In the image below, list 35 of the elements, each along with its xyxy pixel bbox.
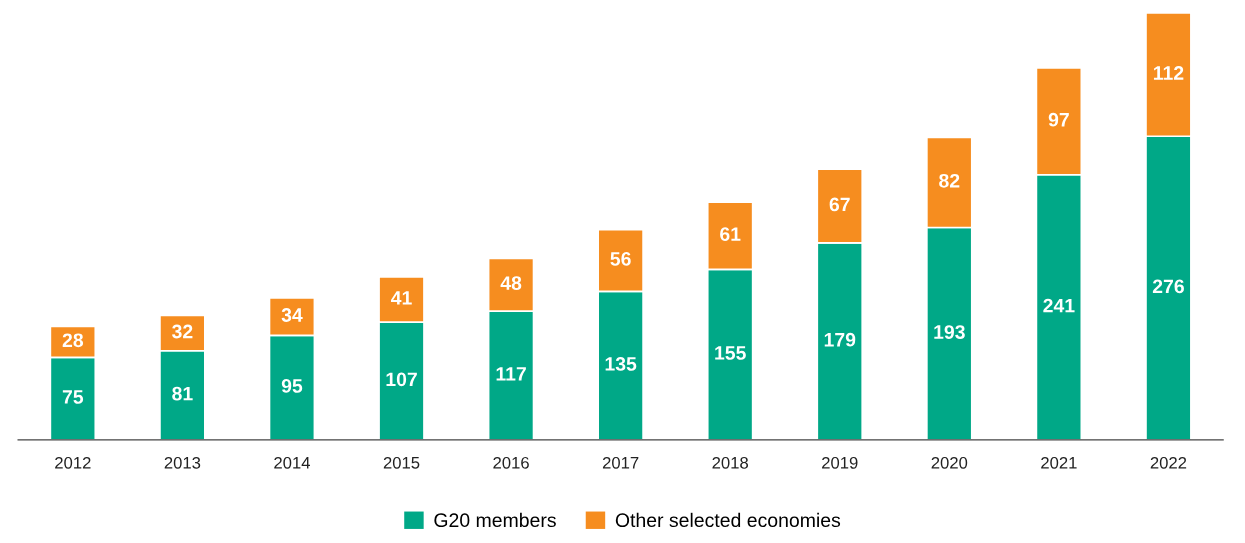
data-label: 107	[386, 372, 417, 387]
data-label: 75	[62, 390, 84, 404]
x-tick-label: 2017	[602, 456, 639, 469]
data-label: 48	[500, 276, 522, 290]
legend-label: G20 members	[434, 512, 556, 528]
data-label: 95	[281, 379, 303, 393]
data-label: 32	[172, 324, 193, 339]
data-label: 28	[62, 333, 84, 348]
x-tick-label: 2019	[822, 456, 858, 469]
data-label: 34	[281, 308, 303, 322]
data-label: 81	[172, 386, 193, 401]
data-label: 61	[720, 227, 741, 241]
legend-label: Other selected economies	[615, 512, 841, 528]
data-label: 179	[824, 332, 856, 347]
data-label: 193	[934, 325, 965, 339]
data-label: 67	[829, 197, 850, 212]
data-label: 56	[610, 251, 631, 266]
data-label: 135	[605, 357, 637, 371]
x-tick-label: 2014	[274, 456, 310, 469]
x-tick-label: 2016	[493, 456, 529, 469]
data-label: 112	[1153, 66, 1184, 80]
x-tick-label: 2022	[1150, 456, 1187, 469]
x-tick-label: 2021	[1041, 456, 1077, 469]
x-tick-label: 2012	[55, 456, 91, 469]
data-label: 117	[496, 367, 526, 381]
data-label: 41	[390, 291, 412, 305]
x-tick-label: 2015	[383, 456, 420, 469]
x-tick-label: 2018	[712, 456, 749, 469]
data-label: 97	[1048, 112, 1069, 127]
data-label: 241	[1043, 298, 1075, 313]
data-label: 155	[715, 346, 746, 360]
data-label: 276	[1152, 279, 1184, 294]
data-label: 82	[939, 173, 960, 188]
x-tick-label: 2013	[164, 456, 201, 469]
x-tick-label: 2020	[931, 456, 968, 469]
